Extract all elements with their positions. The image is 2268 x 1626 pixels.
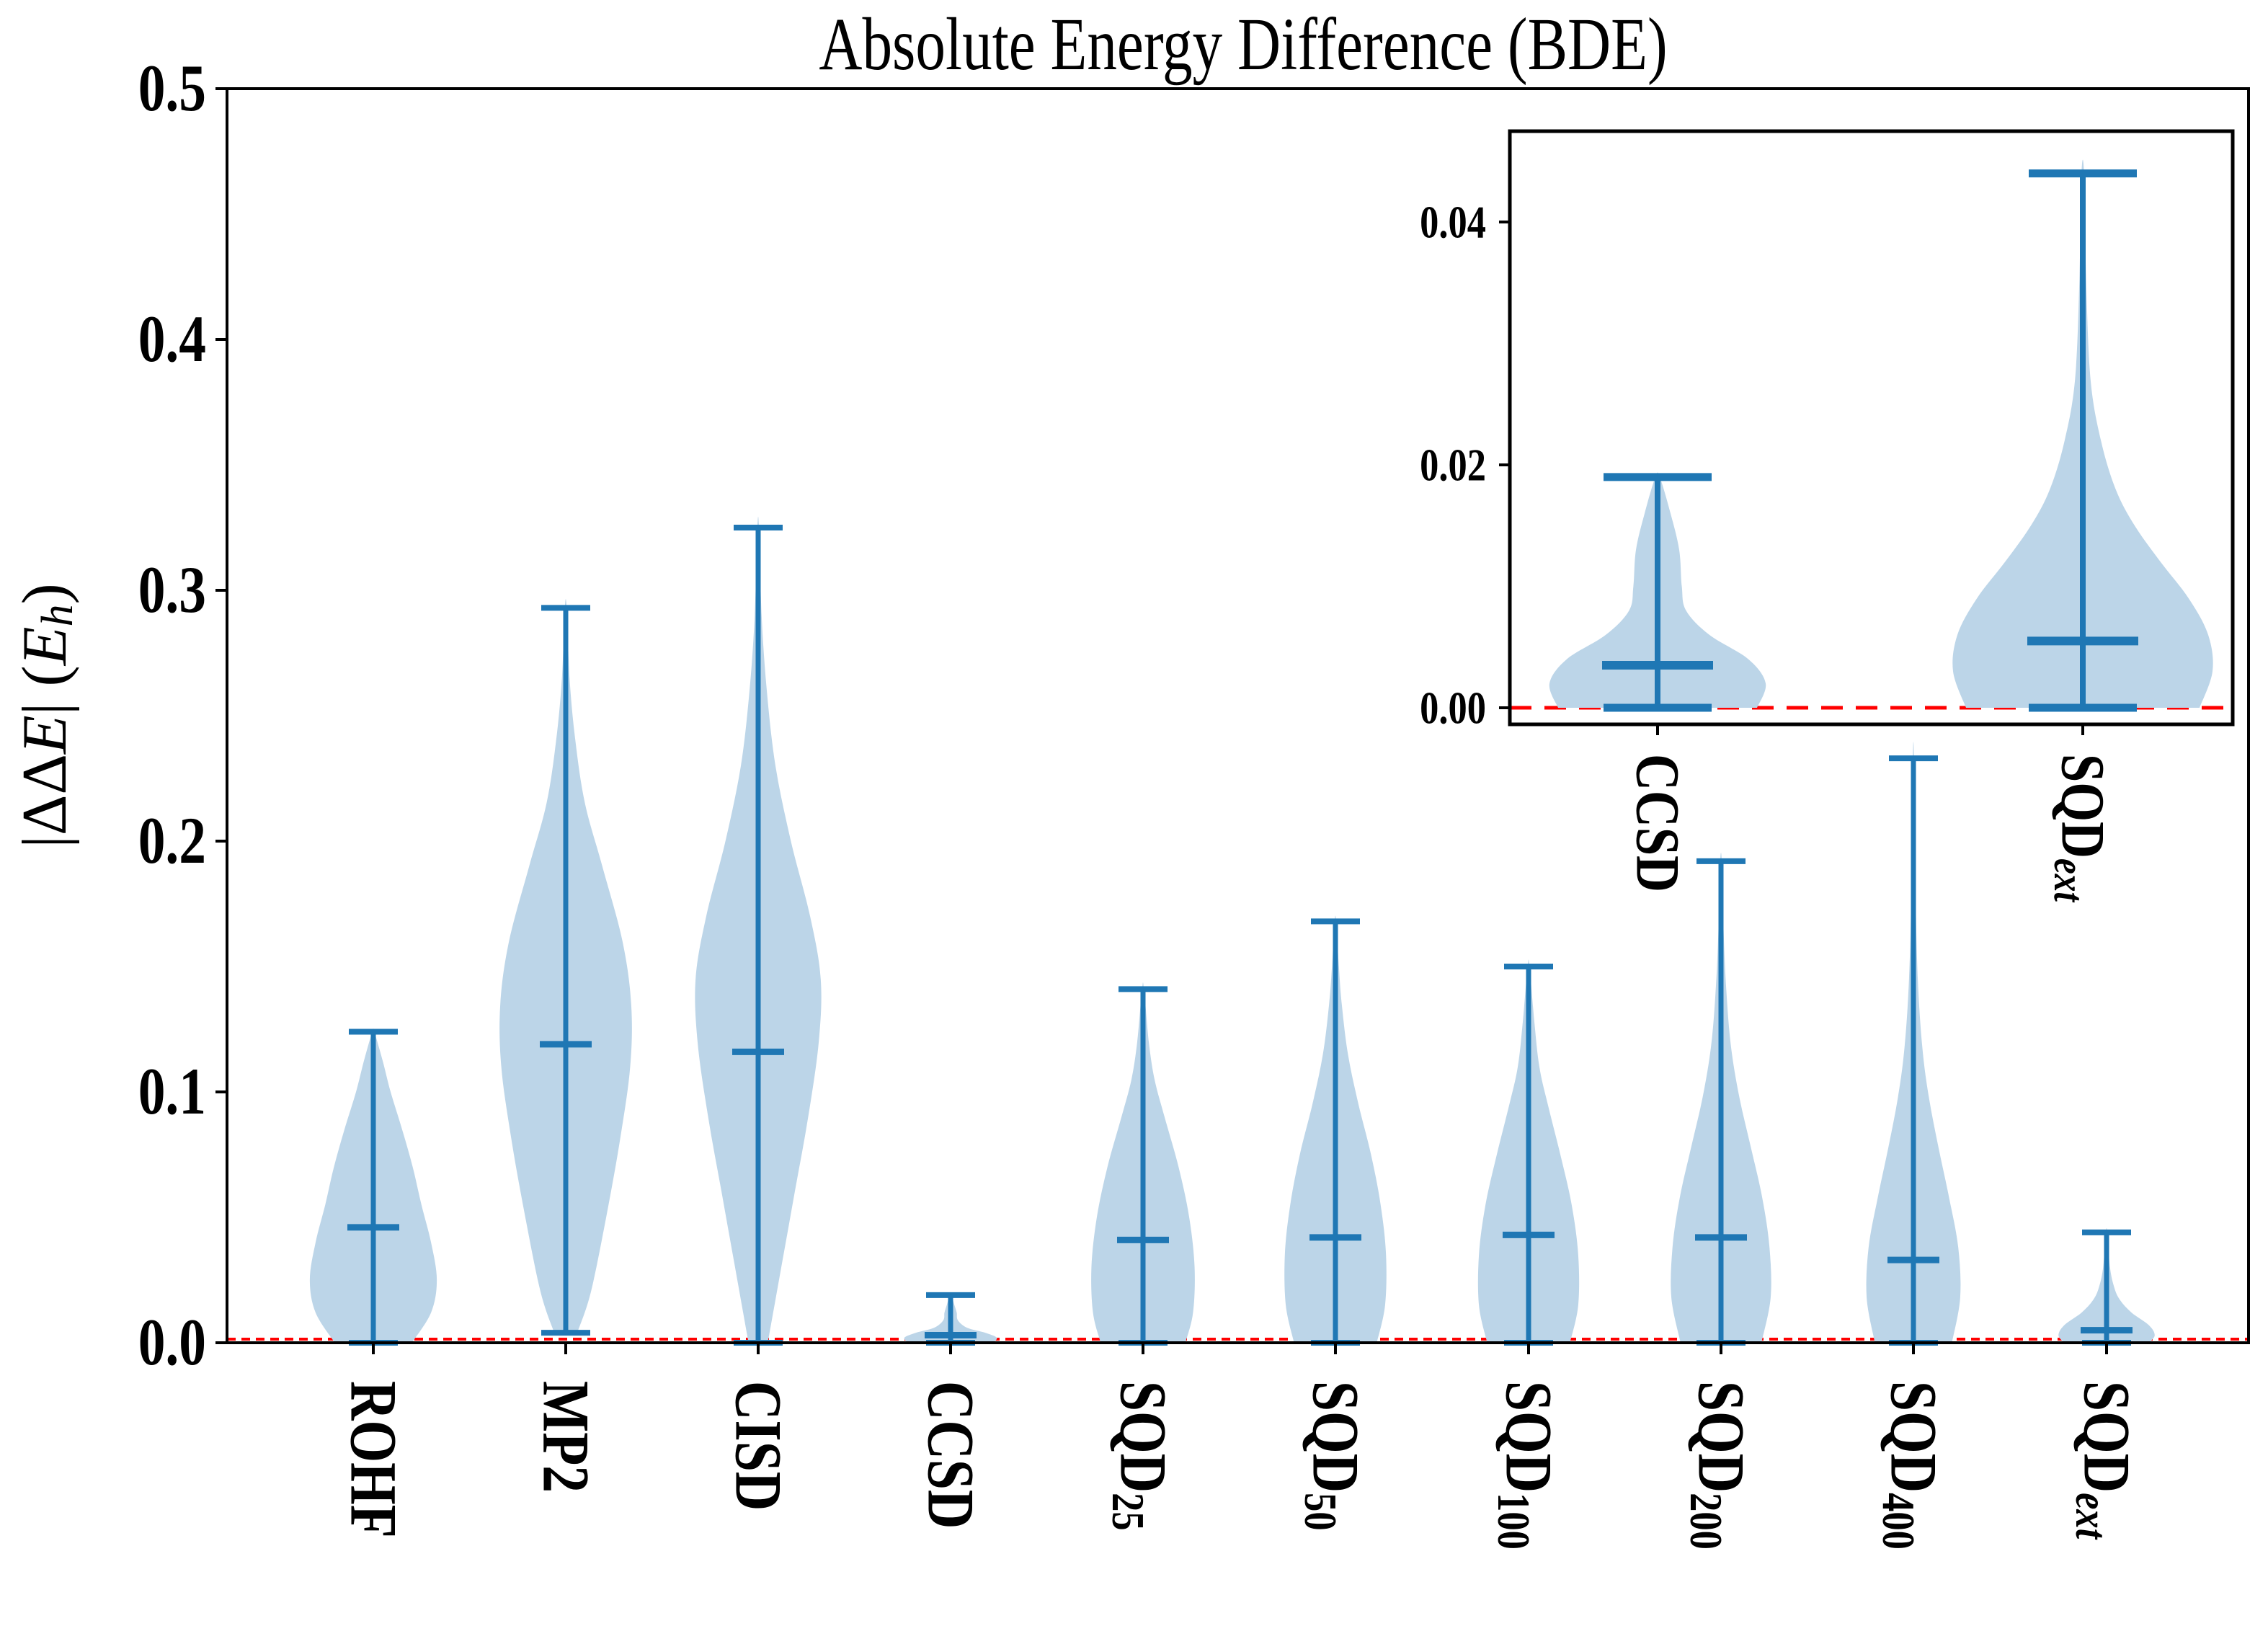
x-tick-label-cisd: CISD: [721, 1381, 795, 1511]
x-tick-label-sqd-200: SQD200: [1681, 1381, 1757, 1550]
inset-x-tick-label-ccsd: CCSD: [1623, 754, 1691, 892]
chart-title: Absolute Energy Difference (BDE): [819, 3, 1667, 86]
y-tick-label-0.0: 0.0: [138, 1306, 206, 1380]
inset-y-tick-label-0.02: 0.02: [1420, 439, 1486, 490]
inset-axes-frame: [1508, 129, 2235, 727]
y-axis-label: |ΔΔE| (Eh): [10, 583, 83, 848]
y-tick-label-0.1: 0.1: [138, 1055, 206, 1129]
inset-axes: 0.00 0.02 0.04 CCSD SQDext: [1420, 129, 2235, 903]
x-tick-label-sqd-400: SQD400: [1873, 1381, 1949, 1550]
x-tick-label-sqd-ext: SQDext: [2066, 1381, 2143, 1540]
inset-x-tick-label-sqd-ext: SQDext: [2046, 754, 2117, 903]
y-tick-label-0.2: 0.2: [138, 804, 206, 878]
x-tick-label-ccsd: CCSD: [914, 1381, 987, 1529]
x-tick-label-rohf: ROHF: [337, 1381, 410, 1538]
y-tick-label-0.3: 0.3: [138, 554, 206, 627]
x-tick-label-sqd-100: SQD100: [1488, 1381, 1565, 1550]
y-tick-label-0.4: 0.4: [138, 303, 206, 376]
x-tick-label-sqd-25: SQD25: [1103, 1381, 1179, 1531]
y-tick-label-0.5: 0.5: [138, 52, 206, 125]
x-tick-label-sqd-50: SQD50: [1295, 1381, 1371, 1531]
main-axes-frame: [226, 87, 2250, 1344]
inset-y-tick-label-0.00: 0.00: [1420, 682, 1486, 733]
inset-y-tick-label-0.04: 0.04: [1420, 196, 1486, 247]
main-axes: 0.0 0.1 0.2 0.3 0.4 0.5 ROHF MP2 CISD CCSD SQD25 SQ…: [10, 52, 2250, 1550]
x-tick-label-mp2: MP2: [529, 1381, 602, 1493]
